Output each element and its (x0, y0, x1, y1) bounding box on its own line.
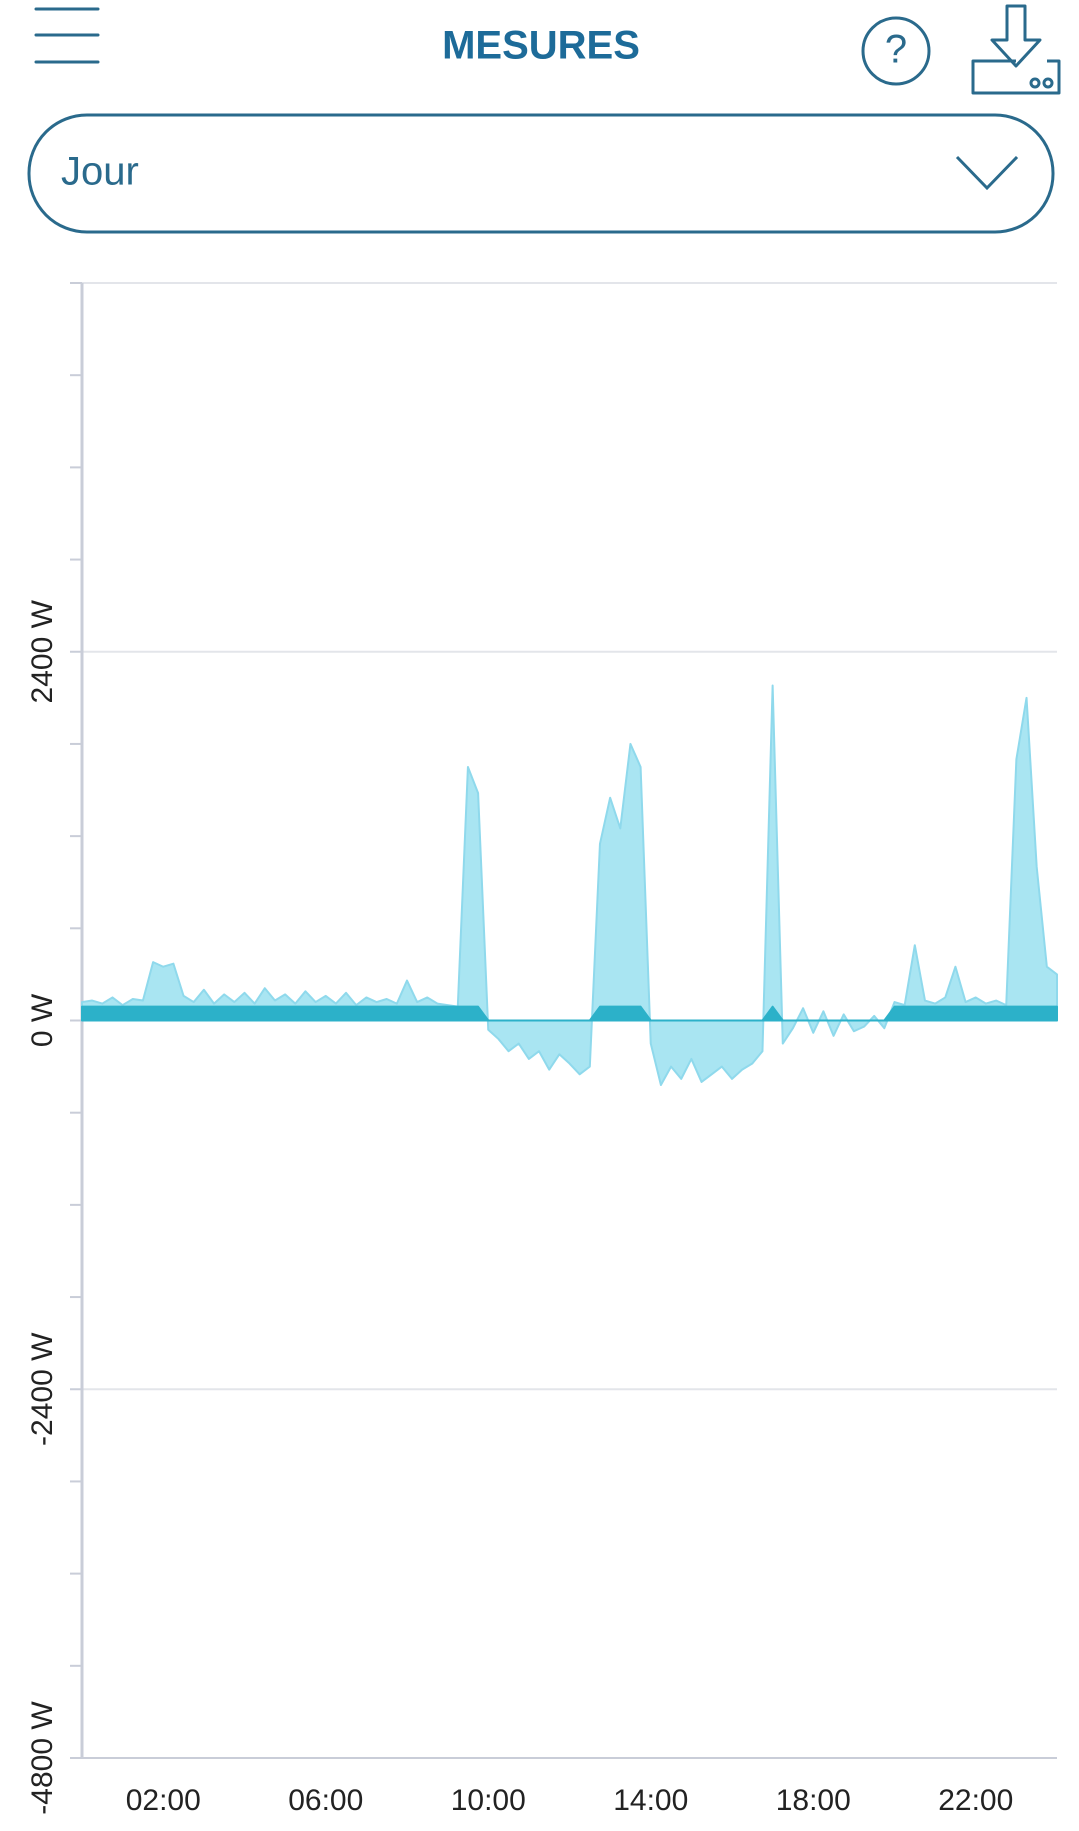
help-button[interactable]: ? (861, 16, 931, 86)
x-tick-label: 14:00 (613, 1784, 688, 1817)
y-tick-label: 0 W (26, 993, 59, 1047)
x-tick-label: 06:00 (288, 1784, 363, 1817)
download-button[interactable] (971, 4, 1061, 95)
period-dropdown[interactable]: Jour (27, 113, 1055, 234)
help-icon: ? (885, 28, 907, 72)
dropdown-label: Jour (61, 150, 139, 194)
x-tick-label: 02:00 (126, 1784, 201, 1817)
page-title: MESURES (442, 24, 640, 68)
x-tick-label: 22:00 (938, 1784, 1013, 1817)
area-series (81, 684, 1058, 1087)
y-tick-label: -2400 W (26, 1332, 59, 1446)
x-tick-label: 18:00 (776, 1784, 851, 1817)
x-tick-label: 10:00 (451, 1784, 526, 1817)
chart: -4800 W -2400 W 0 W 2400 W 02:00 06:00 10:00 14… (26, 282, 1058, 1817)
y-tick-label: 2400 W (26, 599, 59, 703)
area-series (81, 1005, 1058, 1022)
menu-button[interactable] (34, 7, 100, 64)
y-tick-label: -4800 W (26, 1701, 59, 1815)
